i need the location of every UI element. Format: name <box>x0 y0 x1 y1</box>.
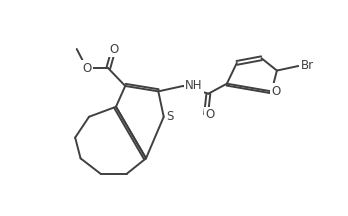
Text: NH: NH <box>185 79 203 92</box>
Text: O: O <box>205 108 215 121</box>
Text: O: O <box>271 85 281 98</box>
Text: S: S <box>166 110 174 123</box>
Text: O: O <box>82 62 91 75</box>
Text: O: O <box>109 43 118 56</box>
Text: Br: Br <box>301 59 314 72</box>
